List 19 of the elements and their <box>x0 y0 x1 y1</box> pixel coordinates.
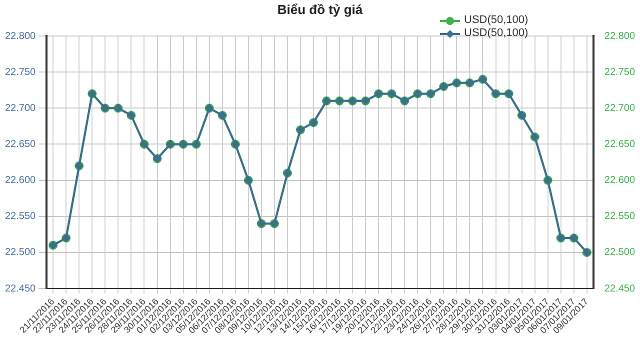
y-tick-label: 22.600 <box>4 175 36 186</box>
y2-tick-label: 22.450 <box>604 283 636 294</box>
y-tick-label: 22.800 <box>4 30 36 42</box>
legend-label: USD(50,100) <box>464 14 528 27</box>
y2-tick-label: 22.750 <box>604 66 636 78</box>
y-tick-label: 22.650 <box>4 138 36 150</box>
y-tick-label: 22.550 <box>4 211 36 222</box>
y2-tick-label: 22.800 <box>604 30 636 42</box>
y-tick-label: 22.450 <box>4 283 36 294</box>
y2-tick-label: 22.600 <box>604 175 636 186</box>
y-tick-label: 22.500 <box>4 247 36 258</box>
y2-tick-label: 22.500 <box>604 247 636 258</box>
y2-tick-label: 22.550 <box>604 211 636 222</box>
y2-tick-label: 22.700 <box>604 102 636 114</box>
chart-title: Biểu đồ tỷ giá <box>277 2 363 17</box>
y2-tick-label: 22.650 <box>604 138 636 150</box>
legend-label: USD(50,100) <box>464 27 528 40</box>
y-tick-label: 22.750 <box>4 66 36 78</box>
y-tick-label: 22.700 <box>4 102 36 114</box>
